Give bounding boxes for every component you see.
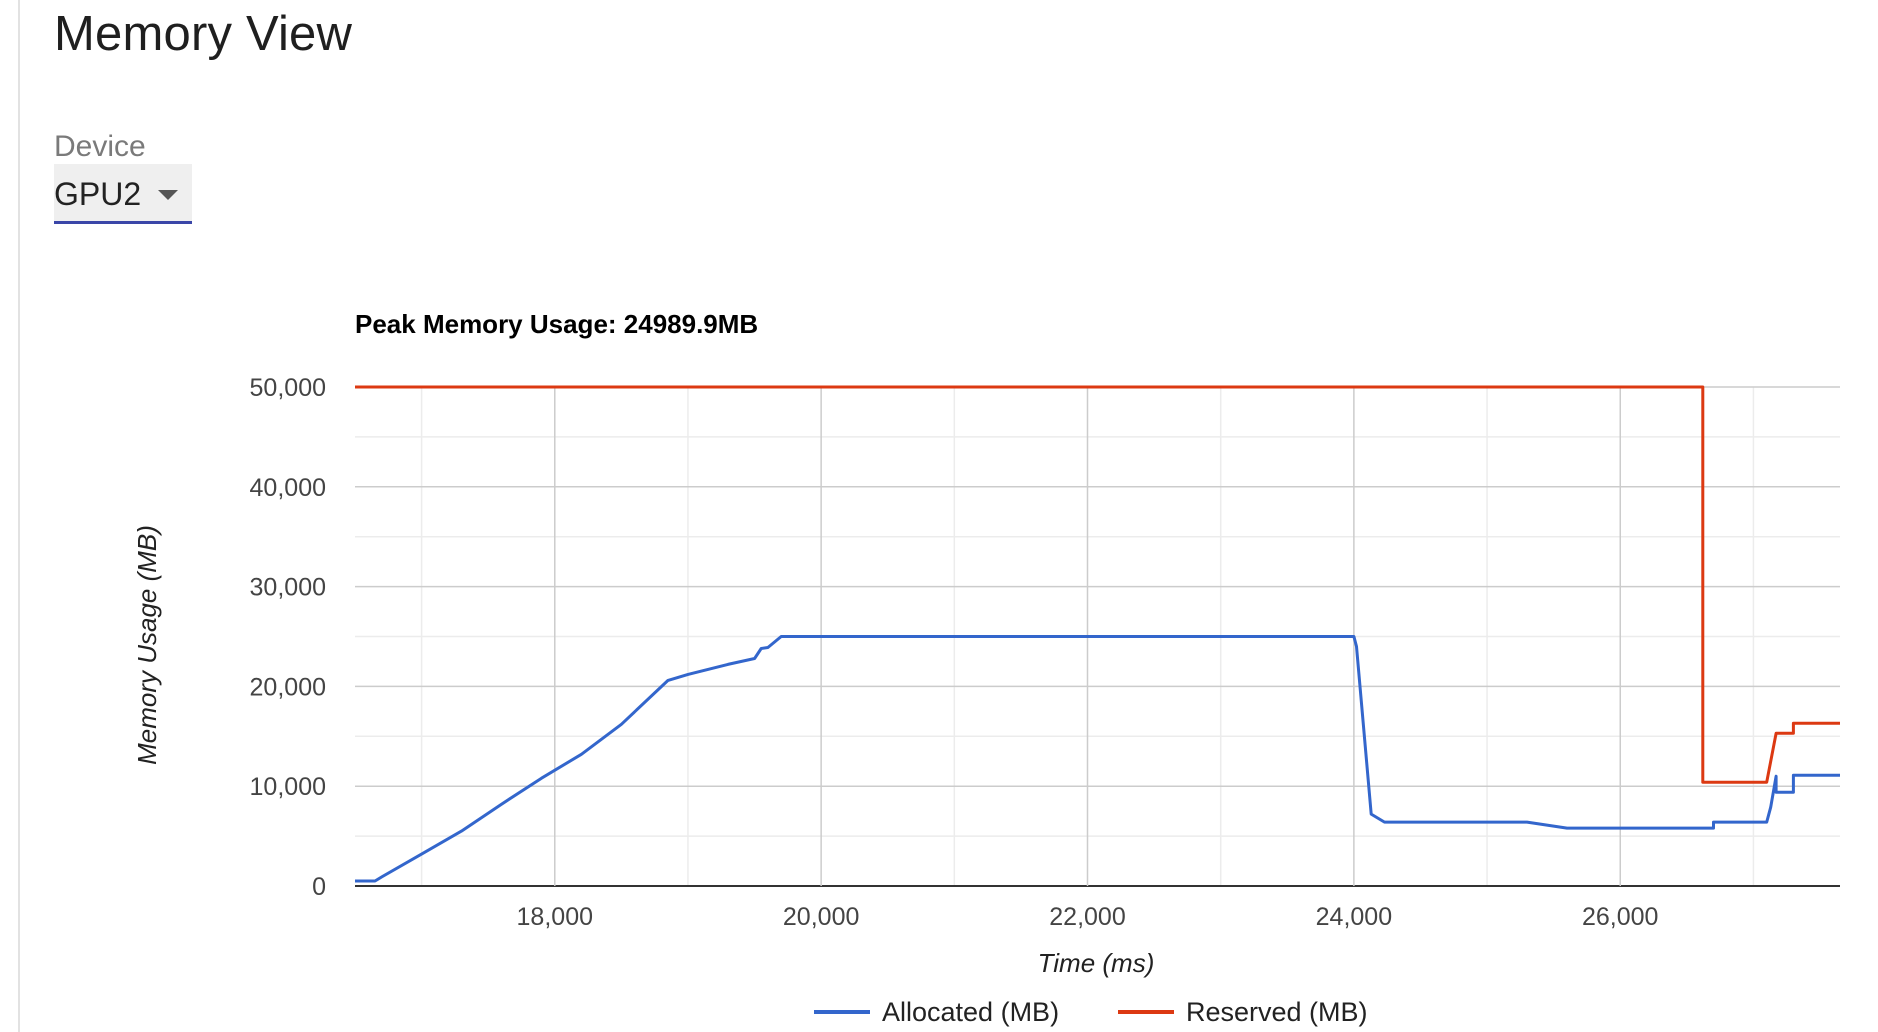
page-title: Memory View xyxy=(54,7,353,61)
y-tick-label: 20,000 xyxy=(250,673,326,701)
y-axis-title: Memory Usage (MB) xyxy=(132,525,162,765)
legend-label-allocated: Allocated (MB) xyxy=(882,997,1059,1027)
series-line-allocated xyxy=(355,635,1840,883)
left-divider xyxy=(18,0,20,1032)
y-tick-label: 50,000 xyxy=(250,374,326,402)
y-tick-label: 30,000 xyxy=(250,574,326,602)
y-axis-ticks: 0 10,000 20,000 30,000 40,000 50,000 xyxy=(250,374,326,901)
y-tick-label: 0 xyxy=(312,873,326,901)
legend-label-reserved: Reserved (MB) xyxy=(1186,997,1368,1027)
x-tick-label: 24,000 xyxy=(1316,903,1392,931)
y-tick-label: 40,000 xyxy=(250,474,326,502)
x-tick-label: 18,000 xyxy=(517,903,593,931)
device-label: Device xyxy=(54,130,146,163)
series-line-reserved xyxy=(355,385,1840,784)
device-dropdown[interactable]: GPU2 xyxy=(54,164,192,224)
minor-gridlines xyxy=(355,387,1840,886)
device-selected-value: GPU2 xyxy=(54,176,142,212)
x-tick-label: 26,000 xyxy=(1582,903,1658,931)
legend: Allocated (MB) Reserved (MB) xyxy=(814,997,1368,1027)
chart-title: Peak Memory Usage: 24989.9MB xyxy=(355,309,758,339)
x-axis-title: Time (ms) xyxy=(1038,948,1155,978)
chevron-down-icon xyxy=(158,190,178,200)
x-axis-ticks: 18,000 20,000 22,000 24,000 26,000 xyxy=(517,903,1659,931)
x-tick-label: 20,000 xyxy=(783,903,859,931)
series-lines xyxy=(355,385,1840,883)
y-tick-label: 10,000 xyxy=(250,773,326,801)
x-tick-label: 22,000 xyxy=(1049,903,1125,931)
